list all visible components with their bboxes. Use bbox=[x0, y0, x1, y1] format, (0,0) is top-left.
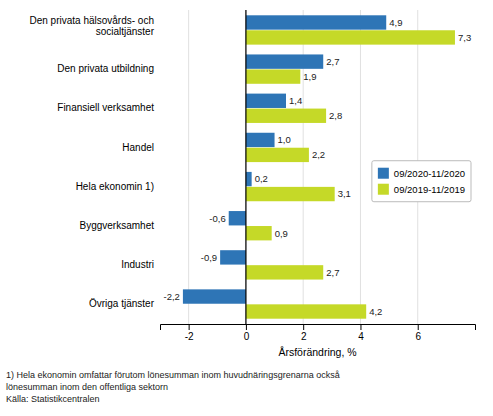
data-label: 1,9 bbox=[303, 71, 316, 82]
x-tick-label: 2 bbox=[301, 331, 307, 342]
bar bbox=[246, 172, 252, 186]
legend-swatch bbox=[378, 168, 389, 179]
bar bbox=[229, 211, 246, 225]
y-tick-label: Finansiell verksamhet bbox=[57, 102, 154, 113]
y-tick: Handel bbox=[122, 142, 154, 153]
x-tick: -2 bbox=[185, 324, 194, 342]
y-tick: Hela ekonomin 1) bbox=[76, 181, 154, 192]
data-label: 4,9 bbox=[389, 17, 402, 28]
bar bbox=[246, 265, 323, 279]
bar bbox=[246, 69, 300, 83]
x-tick: 6 bbox=[415, 324, 421, 342]
plot-area: -2 0 2 4 6 Övriga tjänster Industri Byggverksam… bbox=[29, 10, 475, 358]
footnote: Källa: Statistikcentralen bbox=[6, 394, 100, 404]
y-tick-label: Byggverksamhet bbox=[80, 220, 155, 231]
y-tick: Finansiell verksamhet bbox=[57, 102, 154, 113]
bar bbox=[246, 30, 455, 44]
x-tick-mark bbox=[246, 324, 247, 330]
y-tick: Industri bbox=[121, 259, 154, 270]
data-labels: -2,2 -0,9 -0,6 0,2 1,0 1,4 2,7 4,9 4,2 2,7 0,9 3,1 2… bbox=[164, 17, 472, 317]
y-tick-label-line: socialtjänster bbox=[96, 26, 155, 37]
x-tick: 2 bbox=[301, 324, 307, 342]
bar bbox=[246, 148, 309, 162]
y-tick: Övriga tjänster bbox=[89, 298, 155, 309]
data-label: 2,7 bbox=[326, 56, 339, 67]
data-label: 7,3 bbox=[458, 32, 471, 43]
x-tick-mark bbox=[360, 324, 361, 330]
data-label: 3,1 bbox=[338, 188, 351, 199]
x-tick-label: -2 bbox=[185, 331, 194, 342]
bar bbox=[246, 133, 275, 147]
legend-swatch bbox=[378, 184, 389, 195]
data-label: 0,2 bbox=[255, 173, 268, 184]
chart: -2 0 2 4 6 Övriga tjänster Industri Byggverksam… bbox=[0, 0, 493, 416]
y-tick-label: Den privata utbildning bbox=[57, 63, 154, 74]
data-label: -0,6 bbox=[209, 213, 225, 224]
bar bbox=[246, 54, 323, 68]
data-label: 1,4 bbox=[289, 95, 302, 106]
legend-box bbox=[372, 161, 471, 202]
x-tick-label: 6 bbox=[415, 331, 421, 342]
legend-item: 09/2019-11/2019 bbox=[378, 184, 465, 195]
x-axis-line bbox=[161, 325, 476, 331]
x-tick-mark bbox=[303, 324, 304, 330]
data-label: 1,0 bbox=[278, 134, 291, 145]
bar bbox=[246, 94, 286, 108]
y-tick-label: Handel bbox=[122, 142, 154, 153]
footnote: lönesumman inom den offentliga sektorn bbox=[6, 382, 168, 392]
bar bbox=[246, 226, 272, 240]
y-tick-label: Den privata hälsovårds- ochsocialtjänste… bbox=[29, 15, 154, 37]
legend: 09/2020-11/2020 09/2019-11/2019 bbox=[372, 161, 471, 202]
data-label: 2,8 bbox=[329, 110, 342, 121]
y-tick-label: Övriga tjänster bbox=[89, 298, 155, 309]
data-label: -2,2 bbox=[164, 291, 180, 302]
bar bbox=[246, 304, 366, 318]
bar bbox=[246, 15, 386, 29]
grid-line bbox=[188, 10, 189, 324]
legend-label: 09/2019-11/2019 bbox=[394, 184, 465, 195]
data-label: 0,9 bbox=[275, 228, 288, 239]
legend-item: 09/2020-11/2020 bbox=[378, 168, 465, 179]
x-axis-title: Årsförändring, % bbox=[278, 346, 356, 358]
data-label: -0,9 bbox=[201, 252, 217, 263]
x-tick-mark bbox=[189, 324, 190, 330]
y-tick: Den privata utbildning bbox=[57, 63, 154, 74]
x-tick: 0 bbox=[244, 324, 250, 342]
legend-label: 09/2020-11/2020 bbox=[394, 168, 465, 179]
data-label: 4,2 bbox=[369, 306, 382, 317]
x-tick-label: 0 bbox=[244, 331, 250, 342]
y-tick-label-line: Den privata hälsovårds- och bbox=[29, 15, 154, 26]
footnotes: 1) Hela ekonomin omfattar förutom lönesu… bbox=[6, 370, 340, 404]
y-tick: Den privata hälsovårds- ochsocialtjänste… bbox=[29, 15, 154, 37]
y-tick-label: Industri bbox=[121, 259, 154, 270]
bar bbox=[246, 187, 335, 201]
bar-series bbox=[183, 15, 386, 303]
y-axis: Övriga tjänster Industri Byggverksamhet Hel… bbox=[29, 15, 154, 309]
data-label: 2,7 bbox=[326, 267, 339, 278]
footnote: 1) Hela ekonomin omfattar förutom lönesu… bbox=[6, 370, 340, 380]
x-tick-mark bbox=[418, 324, 419, 330]
zero-line bbox=[245, 10, 246, 324]
bar bbox=[220, 250, 246, 264]
data-label: 2,2 bbox=[312, 149, 325, 160]
y-tick-label: Hela ekonomin 1) bbox=[76, 181, 154, 192]
x-tick-label: 4 bbox=[358, 331, 364, 342]
bar bbox=[246, 109, 326, 123]
grid-line bbox=[245, 10, 246, 324]
x-axis: -2 0 2 4 6 bbox=[161, 324, 476, 342]
bar bbox=[183, 289, 246, 303]
grid-line bbox=[360, 10, 361, 324]
y-tick: Byggverksamhet bbox=[80, 220, 155, 231]
x-tick: 4 bbox=[358, 324, 364, 342]
